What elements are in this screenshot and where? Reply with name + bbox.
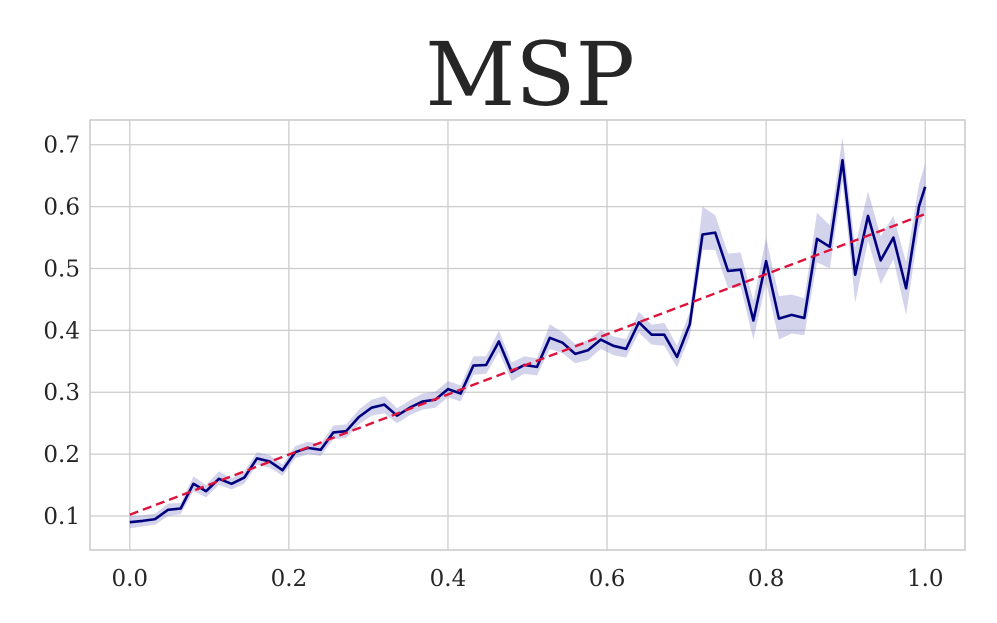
x-tick-label: 0.0 <box>111 566 148 592</box>
x-gridlines <box>129 120 926 550</box>
y-tick-label: 0.2 <box>43 442 80 468</box>
x-tick-label: 0.2 <box>271 566 308 592</box>
y-gridlines <box>90 144 965 517</box>
x-tick-labels: 0.0 0.2 0.4 0.6 0.8 1.0 <box>111 566 943 592</box>
y-tick-label: 0.6 <box>43 195 80 221</box>
y-tick-label: 0.3 <box>43 380 80 406</box>
chart-title: MSP <box>425 23 635 126</box>
y-tick-label: 0.7 <box>43 133 80 159</box>
series-line <box>129 158 927 524</box>
series-layer <box>129 137 927 529</box>
x-tick-label: 1.0 <box>907 566 944 592</box>
plot-frame <box>89 119 966 551</box>
x-tick-label: 0.6 <box>589 566 626 592</box>
trend-line <box>129 212 926 516</box>
y-tick-label: 0.5 <box>43 256 80 282</box>
x-tick-label: 0.4 <box>430 566 467 592</box>
y-tick-label: 0.1 <box>43 504 80 530</box>
y-tick-labels: 0.1 0.2 0.3 0.4 0.5 0.6 0.7 <box>43 133 80 530</box>
y-tick-label: 0.4 <box>43 318 80 344</box>
x-tick-label: 0.8 <box>748 566 785 592</box>
